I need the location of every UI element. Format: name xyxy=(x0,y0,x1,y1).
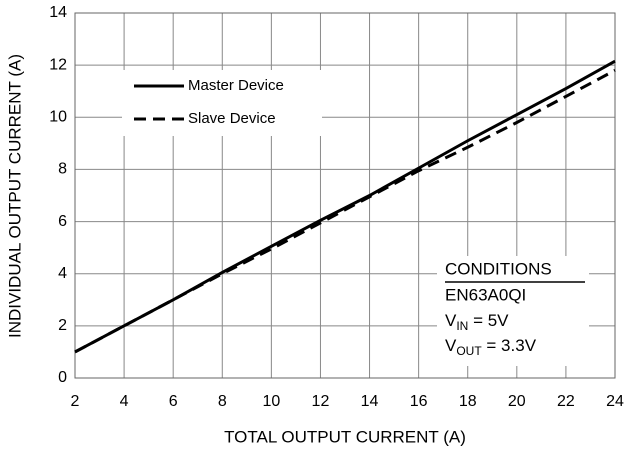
y-tick-label: 8 xyxy=(58,161,67,178)
annotation-box xyxy=(437,256,589,366)
value: = 5V xyxy=(468,311,509,330)
y-tick-label: 4 xyxy=(58,265,67,282)
x-tick-label: 6 xyxy=(169,393,178,410)
x-tick-label: 20 xyxy=(508,393,526,410)
y-axis-label: INDIVIDUAL OUTPUT CURRENT (A) xyxy=(5,54,24,338)
value: = 3.3V xyxy=(482,336,537,355)
x-tick-label: 12 xyxy=(312,393,330,410)
legend-label: Slave Device xyxy=(188,110,276,127)
symbol: V xyxy=(445,336,457,355)
legend-label: Master Device xyxy=(188,77,284,94)
y-tick-label: 12 xyxy=(49,56,67,73)
x-tick-label: 24 xyxy=(606,393,624,410)
x-tick-label: 22 xyxy=(557,393,575,410)
y-tick-label: 2 xyxy=(58,317,67,334)
annotation-device: EN63A0QI xyxy=(445,285,526,304)
annotation-title: CONDITIONS xyxy=(445,259,552,278)
plot-frame xyxy=(74,12,616,379)
series-line xyxy=(74,69,616,354)
y-tick-label: 6 xyxy=(58,213,67,230)
subscript: IN xyxy=(456,319,468,333)
symbol: V xyxy=(445,311,457,330)
x-tick-label: 8 xyxy=(218,393,227,410)
x-tick-label: 10 xyxy=(262,393,280,410)
x-tick-label: 2 xyxy=(71,393,80,410)
subscript: OUT xyxy=(456,344,482,358)
x-tick-label: 14 xyxy=(361,393,379,410)
y-tick-label: 14 xyxy=(49,4,67,21)
x-tick-label: 18 xyxy=(459,393,477,410)
y-tick-label: 10 xyxy=(49,109,67,126)
x-tick-label: 4 xyxy=(120,393,129,410)
annotation-line: VIN = 5V xyxy=(445,311,509,333)
x-tick-label: 16 xyxy=(410,393,428,410)
annotation-line: VOUT = 3.3V xyxy=(445,336,537,358)
legend-box xyxy=(122,70,322,136)
x-axis-label: TOTAL OUTPUT CURRENT (A) xyxy=(224,427,466,446)
y-tick-label: 0 xyxy=(58,369,67,386)
